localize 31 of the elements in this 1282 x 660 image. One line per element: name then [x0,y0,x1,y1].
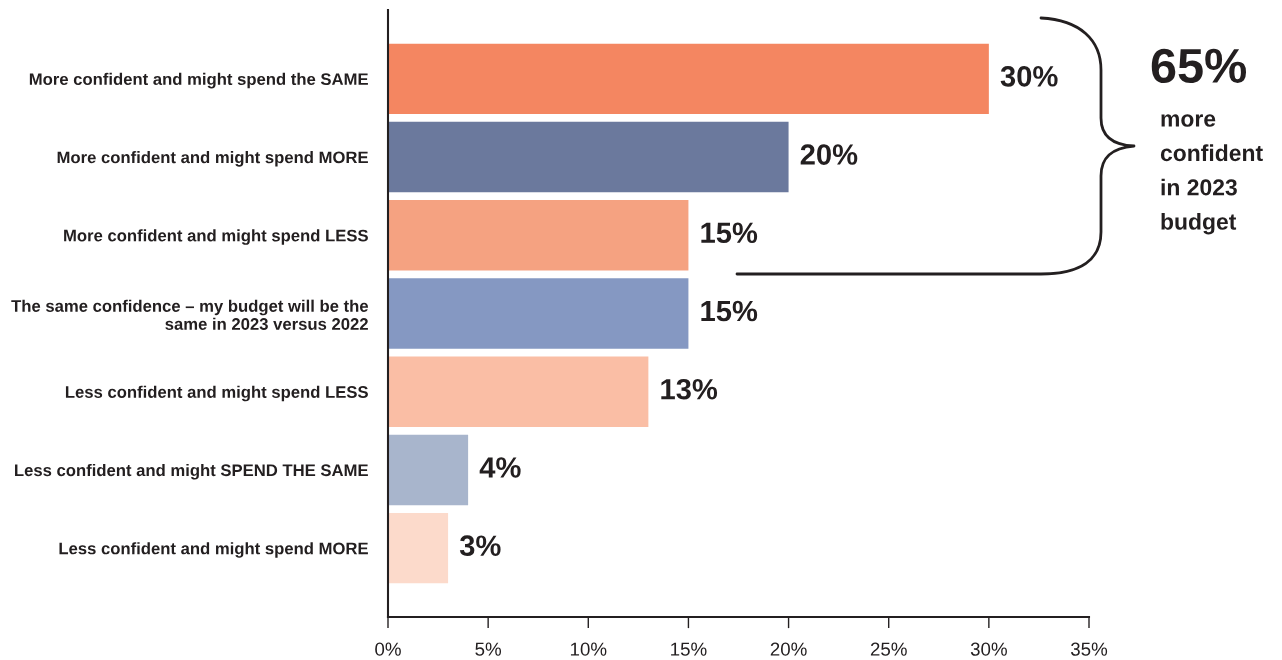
y-tick-label: Less confident and might spend LESS [65,385,368,402]
text: 65% [1151,48,1247,84]
text: more confident in 2023 budget [1160,114,1263,235]
bar [388,512,449,584]
x-tick-label: 30% [970,642,1007,656]
y-tick-label: More confident and might spend the SAME [29,72,368,89]
x-tick-label: 15% [671,642,707,656]
data-label: 3% [459,535,501,557]
y-tick-label: Less confident and might SPEND THE SAME [15,463,368,480]
y-tick-label: More confident and might spend LESS [64,229,368,245]
x-tick-label: 25% [870,642,907,656]
data-label: 15% [701,222,758,244]
data-label: 4% [479,457,521,478]
y-tick-label: More confident and might spend MORE [57,151,368,167]
bar [388,278,689,349]
x-tick-label: 35% [1070,642,1108,656]
bar [388,121,789,193]
data-label: 13% [661,378,718,400]
bar [388,200,689,271]
data-label: 20% [800,144,858,165]
bar [388,434,469,506]
y-tick-label: The same confidence – my budget will be the same in 2023 versus 2022 [11,299,369,330]
bar [388,43,989,115]
x-tick-label: 20% [770,642,807,656]
data-label: 30% [1000,66,1058,87]
x-tick-label: 5% [475,642,502,656]
x-tick-label: 10% [570,642,607,656]
x-tick-label: 0% [375,642,401,656]
bar [388,356,649,427]
y-tick-label: Less confident and might spend MORE [59,542,368,558]
data-label: 15% [701,300,758,322]
